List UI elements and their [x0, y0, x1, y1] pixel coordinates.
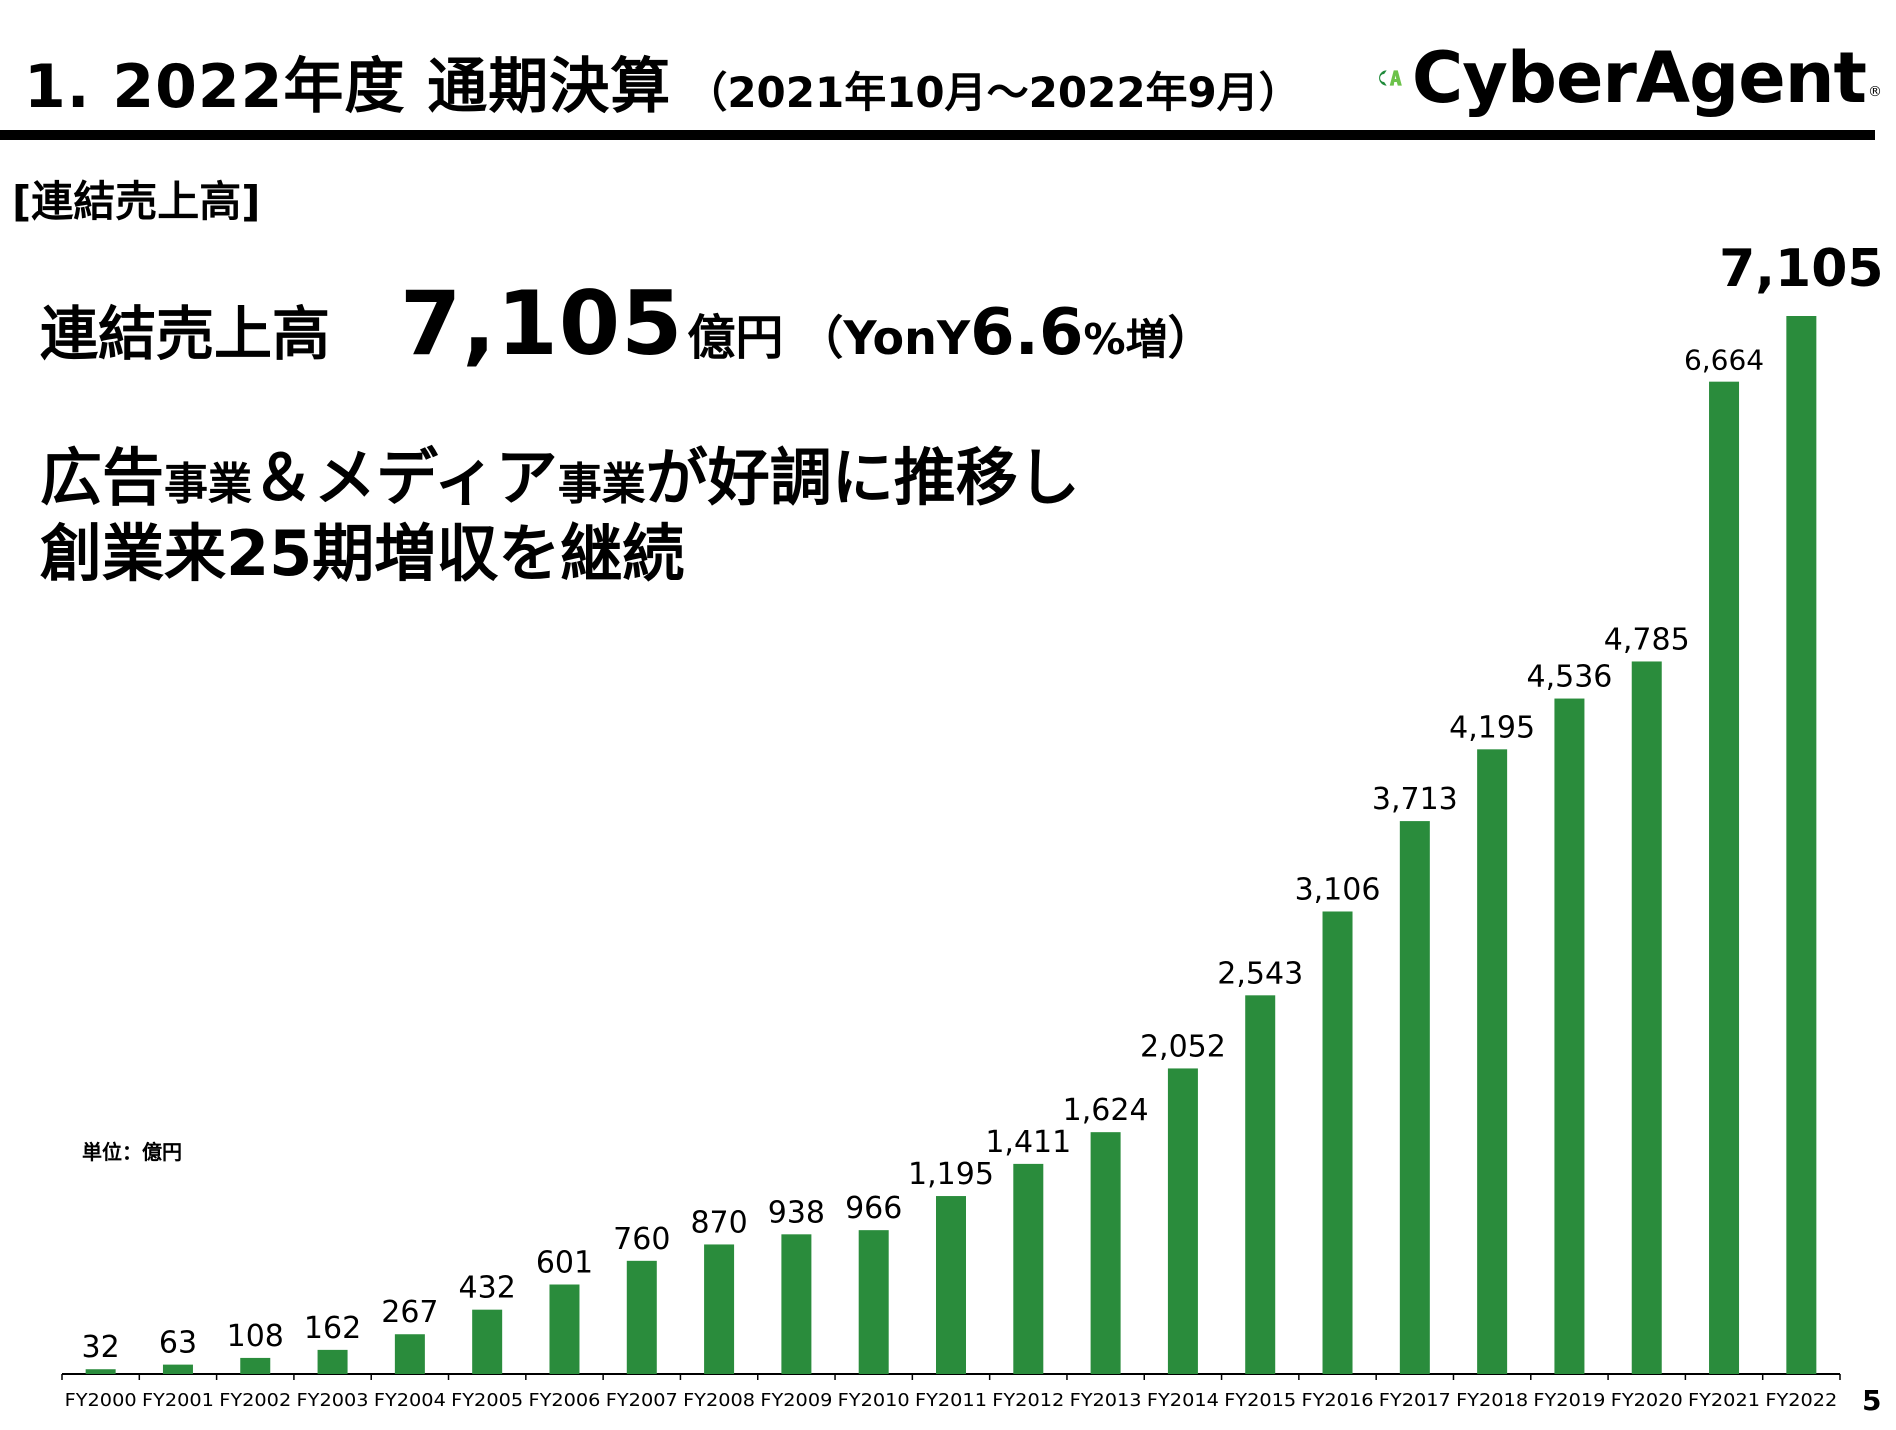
bar-fy2007 — [626, 1260, 657, 1374]
registered-mark: ® — [1868, 84, 1882, 100]
x-tick-label: FY2007 — [606, 1390, 678, 1411]
x-tick-label: FY2012 — [992, 1390, 1064, 1411]
yoy-close-paren: ） — [1167, 311, 1214, 365]
data-label: 1,411 — [985, 1125, 1071, 1160]
x-tick-label: FY2021 — [1688, 1390, 1760, 1411]
x-tick-label: FY2015 — [1224, 1390, 1296, 1411]
page-number: 5 — [1862, 1384, 1882, 1417]
cyberagent-logo: CyberAgent ® — [1372, 28, 1882, 128]
headline-unit: 億円 — [687, 310, 784, 366]
bar-fy2004 — [394, 1334, 425, 1374]
bar-fy2020 — [1631, 661, 1662, 1374]
x-tick-label: FY2009 — [760, 1390, 832, 1411]
data-label: 32 — [82, 1330, 120, 1365]
x-tick-label: FY2022 — [1765, 1390, 1837, 1411]
title-main: 1. 2022年度 通期決算 — [24, 52, 672, 122]
x-tick-label: FY2010 — [838, 1390, 910, 1411]
bar-fy2006 — [549, 1284, 580, 1374]
bar-fy2022 — [1786, 316, 1817, 1374]
data-label: 4,785 — [1604, 622, 1690, 657]
message-segment: 事業 — [164, 459, 253, 510]
data-label: 870 — [690, 1205, 747, 1240]
x-tick-label: FY2017 — [1379, 1390, 1451, 1411]
data-label: 2,543 — [1217, 956, 1303, 991]
bar-fy2021 — [1709, 381, 1740, 1375]
data-label: 1,195 — [908, 1157, 994, 1192]
data-label: 2,052 — [1140, 1029, 1226, 1064]
data-label: 4,195 — [1449, 710, 1535, 745]
bar-fy2015 — [1245, 995, 1276, 1374]
bar-fy2002 — [240, 1357, 271, 1374]
bar-fy2005 — [472, 1309, 503, 1374]
logo-wordmark: CyberAgent — [1411, 37, 1867, 119]
x-tick-label: FY2019 — [1533, 1390, 1605, 1411]
x-tick-label: FY2011 — [915, 1390, 987, 1411]
data-label: 1,624 — [1063, 1093, 1149, 1128]
message-segment: 広告 — [40, 441, 165, 514]
bar-fy2013 — [1090, 1132, 1121, 1374]
data-label: 760 — [613, 1222, 670, 1257]
x-tick-label: FY2006 — [528, 1390, 600, 1411]
bar-fy2018 — [1477, 749, 1508, 1374]
headline-label: 連結売上高 — [40, 300, 331, 368]
bar-fy2014 — [1167, 1068, 1198, 1374]
message-segment: 事業 — [557, 459, 646, 510]
x-tick-label: FY2005 — [451, 1390, 523, 1411]
bar-fy2012 — [1013, 1163, 1044, 1374]
x-tick-label: FY2001 — [142, 1390, 214, 1411]
message-segment: が好調に推移し — [645, 441, 1080, 514]
data-label: 3,106 — [1295, 872, 1381, 907]
data-label: 432 — [459, 1271, 516, 1306]
bar-fy2003 — [317, 1349, 348, 1374]
yoy-value: 6.6 — [970, 296, 1084, 370]
x-tick-label: FY2004 — [374, 1390, 446, 1411]
yoy-suffix: %増 — [1083, 315, 1168, 364]
data-label: 267 — [381, 1295, 438, 1330]
x-tick-label: FY2003 — [297, 1390, 369, 1411]
bar-fy2017 — [1399, 821, 1430, 1374]
header-divider — [0, 130, 1875, 140]
data-label: 938 — [768, 1195, 825, 1230]
data-label: 3,713 — [1372, 782, 1458, 817]
unit-note: 単位：億円 — [82, 1140, 182, 1164]
section-label: [連結売上高] — [12, 177, 261, 226]
headline: 連結売上高 7,105 億円 （ YonY 6.6 %増 ） — [40, 272, 1214, 375]
headline-value: 7,105 — [400, 272, 684, 375]
bar-fy2001 — [162, 1364, 193, 1374]
bar-fy2000 — [85, 1369, 116, 1374]
data-label: 966 — [845, 1191, 902, 1226]
data-label: 162 — [304, 1311, 361, 1346]
x-tick-label: FY2013 — [1070, 1390, 1142, 1411]
x-tick-label: FY2002 — [219, 1390, 291, 1411]
x-tick-label: FY2016 — [1302, 1390, 1374, 1411]
x-tick-label: FY2000 — [65, 1390, 137, 1411]
data-label: 601 — [536, 1246, 593, 1281]
bar-fy2016 — [1322, 911, 1353, 1374]
key-message: 広告事業＆メディア事業が好調に推移し 創業来25期増収を継続 — [40, 440, 1080, 592]
message-line-1: 広告事業＆メディア事業が好調に推移し — [40, 440, 1080, 516]
x-tick-label: FY2008 — [683, 1390, 755, 1411]
data-label: 4,536 — [1526, 660, 1612, 695]
data-label: 108 — [227, 1319, 284, 1354]
bar-fy2010 — [858, 1230, 889, 1374]
message-segment: ＆メディア — [252, 441, 558, 514]
yoy-prefix: YonY — [843, 311, 971, 365]
ca-logo-mark — [1379, 70, 1402, 86]
bar-fy2011 — [936, 1196, 966, 1374]
bar-fy2008 — [704, 1244, 735, 1374]
bar-fy2019 — [1554, 698, 1585, 1374]
data-label: 63 — [159, 1326, 197, 1361]
title-period: （2021年10月～2022年9月） — [685, 68, 1301, 117]
x-tick-label: FY2020 — [1611, 1390, 1683, 1411]
message-line-2: 創業来25期増収を継続 — [40, 517, 685, 590]
x-tick-label: FY2014 — [1147, 1390, 1219, 1411]
yoy-open-paren: （ — [797, 311, 844, 365]
data-label: 7,105 — [1719, 239, 1883, 299]
bar-fy2009 — [781, 1234, 812, 1374]
data-label: 6,664 — [1684, 344, 1764, 377]
slide-title: 1. 2022年度 通期決算 （2021年10月～2022年9月） — [24, 38, 1301, 138]
x-tick-label: FY2018 — [1456, 1390, 1528, 1411]
